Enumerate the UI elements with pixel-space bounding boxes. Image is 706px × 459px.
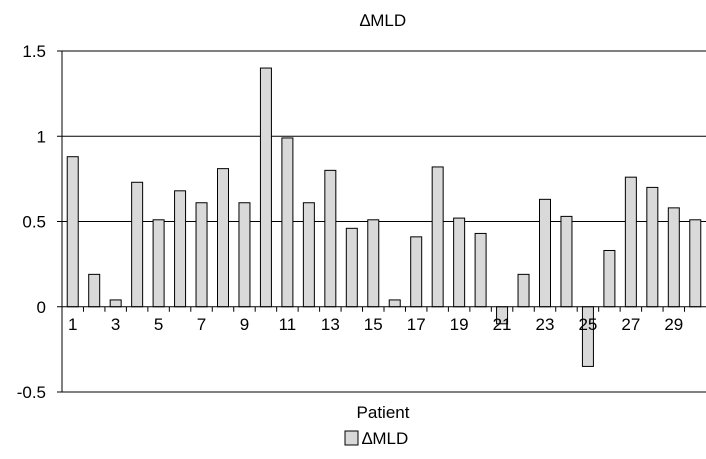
bar (174, 190, 187, 308)
legend-label: ∆MLD (362, 429, 408, 448)
bar (109, 299, 122, 308)
x-tick-label: 15 (364, 315, 383, 334)
x-tick-label: 3 (111, 315, 120, 334)
y-tick-label: 0.5 (22, 213, 46, 232)
bar (539, 198, 551, 308)
bar (560, 215, 573, 308)
bar (431, 166, 444, 308)
bar (474, 232, 487, 308)
bar (388, 299, 401, 308)
bar (689, 219, 702, 308)
x-axis-ticks: 1 3 5 7 9 11 13 15 17 19 21 23 25 27 29 (61, 306, 686, 334)
x-tick-label: 17 (407, 315, 426, 334)
x-tick-label: 13 (321, 315, 340, 334)
bar (345, 227, 358, 308)
bar (131, 181, 144, 308)
y-tick-label: -0.5 (17, 383, 46, 402)
x-tick-label: 29 (664, 315, 683, 334)
bar (517, 273, 530, 308)
bar (195, 202, 208, 308)
y-axis-ticks: -0.5 0 0.5 1 1.5 (17, 42, 62, 402)
legend-swatch (344, 430, 359, 446)
x-tick-label: 7 (197, 315, 206, 334)
bar (302, 202, 315, 308)
legend: ∆MLD (344, 429, 408, 448)
bar (410, 236, 423, 308)
gridlines (62, 50, 706, 222)
chart-title: ∆MLD (360, 11, 406, 30)
x-tick-label: 5 (154, 315, 163, 334)
x-tick-label: 23 (536, 315, 555, 334)
bar (646, 186, 659, 308)
x-tick-label: 11 (279, 315, 297, 334)
y-tick-label: 0 (37, 298, 46, 317)
x-tick-label: 21 (493, 315, 512, 334)
bar (367, 219, 380, 308)
x-tick-label: 1 (68, 315, 77, 334)
bar (152, 219, 165, 308)
x-axis-label: Patient (357, 403, 410, 422)
x-tick-label: 27 (621, 315, 640, 334)
x-tick-label: 9 (240, 315, 249, 334)
bar (238, 202, 251, 308)
bar (624, 176, 637, 308)
bar (603, 249, 616, 308)
bar (259, 67, 272, 308)
x-tick-label: 19 (450, 315, 469, 334)
bar (88, 273, 101, 308)
bar (453, 217, 466, 308)
bar (217, 168, 229, 308)
bar (324, 169, 337, 308)
y-tick-label: 1 (37, 127, 46, 146)
bar (66, 156, 79, 308)
bar (667, 207, 680, 308)
bar (281, 137, 294, 308)
x-tick-label: 25 (578, 315, 597, 334)
y-tick-label: 1.5 (22, 42, 46, 61)
